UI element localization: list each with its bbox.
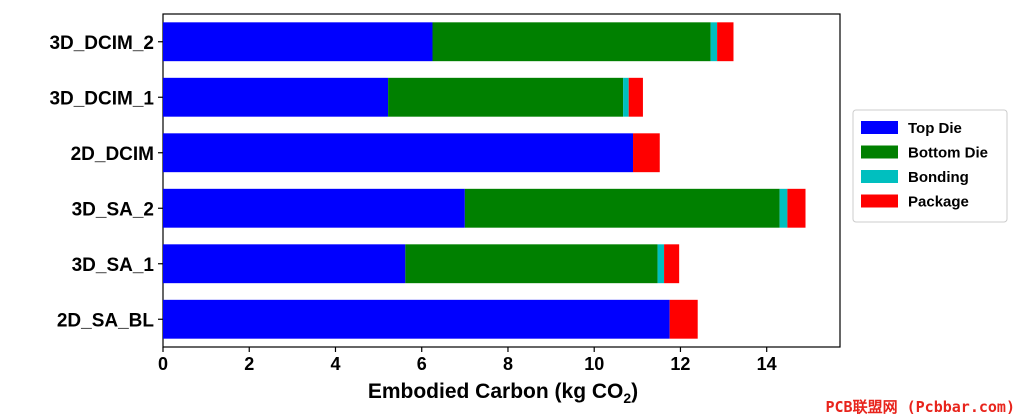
- x-axis-label-subscript: 2: [623, 390, 631, 406]
- bar-segment-package-3d_sa_2: [787, 188, 806, 228]
- x-tick-label: 4: [330, 354, 340, 374]
- legend-swatch-bonding: [861, 170, 898, 183]
- bar-segment-bottom-die-3d_sa_2: [464, 188, 780, 228]
- x-tick-label: 12: [670, 354, 690, 374]
- bar-segment-bonding-3d_dcim_1: [623, 77, 629, 117]
- bar-segment-package-2d_sa_bl: [669, 299, 698, 339]
- bar-segment-top-die-2d_dcim: [163, 133, 634, 173]
- y-tick-label: 3D_DCIM_2: [49, 33, 154, 54]
- legend-label: Bottom Die: [908, 145, 988, 162]
- legend-label: Package: [908, 194, 969, 211]
- bar-segment-bonding-3d_dcim_2: [710, 22, 718, 62]
- y-tick-label: 2D_DCIM: [71, 144, 154, 165]
- x-axis-label-suffix: ): [631, 380, 638, 403]
- bar-segment-package-2d_dcim: [633, 133, 660, 173]
- bars-group: [163, 22, 806, 339]
- x-axis-label: Embodied Carbon (kg CO2): [368, 380, 638, 406]
- watermark-text: PCB联盟网 (Pcbbar.com): [825, 398, 1016, 416]
- legend: Top Die Bottom Die Bonding Package: [852, 109, 1008, 223]
- x-tick-label: 6: [417, 354, 427, 374]
- bar-segment-bottom-die-3d_dcim_2: [432, 22, 711, 62]
- bar-segment-package-3d_dcim_1: [628, 77, 643, 117]
- legend-label: Bonding: [908, 169, 969, 186]
- x-tick-label: 0: [158, 354, 168, 374]
- x-axis-ticks: 0 2 4 6 8 10 12 14: [158, 347, 777, 374]
- bar-segment-package-3d_dcim_2: [717, 22, 734, 62]
- y-tick-label: 3D_SA_1: [72, 255, 155, 276]
- legend-swatch-package: [861, 194, 898, 208]
- y-tick-label: 2D_SA_BL: [57, 310, 155, 331]
- bar-segment-bonding-3d_sa_2: [779, 188, 788, 228]
- bar-segment-bonding-3d_sa_1: [657, 244, 665, 284]
- y-tick-label: 3D_DCIM_1: [49, 88, 154, 109]
- bar-segment-top-die-3d_sa_1: [163, 244, 406, 284]
- bar-segment-top-die-2d_sa_bl: [163, 299, 670, 339]
- y-axis-ticks: 2D_SA_BL 3D_SA_1 3D_SA_2 2D_DCIM 3D_DCIM_1 3D…: [49, 33, 163, 331]
- y-tick-label: 3D_SA_2: [72, 199, 154, 220]
- x-tick-label: 8: [503, 354, 513, 374]
- bar-segment-top-die-3d_sa_2: [163, 188, 465, 228]
- bar-segment-top-die-3d_dcim_2: [163, 22, 433, 62]
- x-tick-label: 2: [244, 354, 254, 374]
- plot-area: [162, 13, 841, 348]
- bar-segment-top-die-3d_dcim_1: [163, 77, 389, 117]
- x-tick-label: 10: [584, 354, 604, 374]
- bar-segment-bottom-die-3d_sa_1: [405, 244, 658, 284]
- legend-label: Top Die: [908, 120, 962, 137]
- legend-swatch-top-die: [861, 121, 898, 134]
- x-tick-label: 14: [757, 354, 777, 374]
- bar-segment-package-3d_sa_1: [664, 244, 680, 284]
- legend-swatch-bottom-die: [861, 145, 898, 159]
- legend-box: [852, 109, 1008, 223]
- bar-segment-bottom-die-3d_dcim_1: [388, 77, 624, 117]
